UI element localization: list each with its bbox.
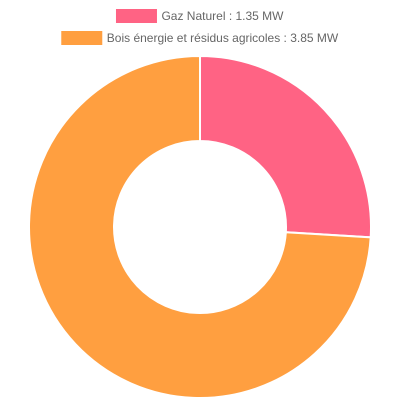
legend-swatch bbox=[115, 9, 157, 23]
doughnut-slice bbox=[28, 54, 372, 399]
legend-item: Gaz Naturel : 1.35 MW bbox=[115, 9, 284, 23]
doughnut-slice bbox=[199, 54, 372, 239]
legend-swatch bbox=[61, 31, 103, 45]
legend-label: Gaz Naturel : 1.35 MW bbox=[161, 9, 284, 23]
legend-item: Bois énergie et résidus agricoles : 3.85… bbox=[61, 31, 339, 45]
legend-label: Bois énergie et résidus agricoles : 3.85… bbox=[107, 31, 339, 45]
